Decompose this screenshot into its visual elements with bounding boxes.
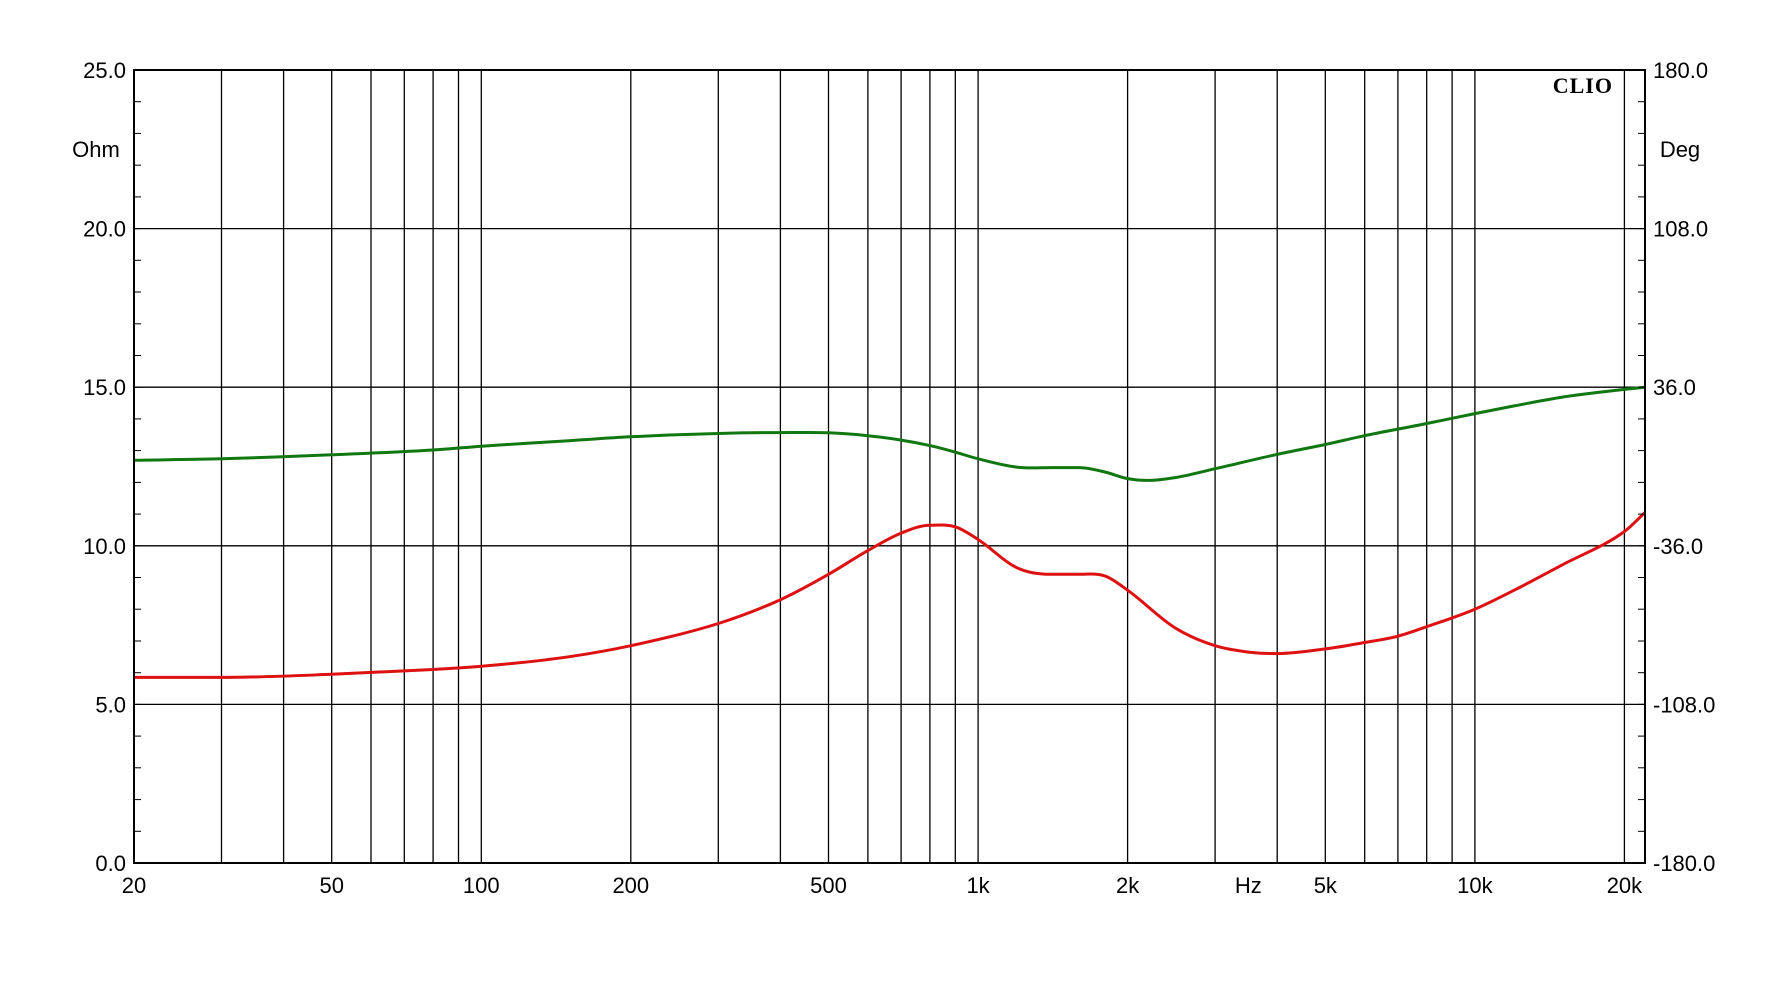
right-tick-label: 36.0	[1653, 375, 1696, 400]
right-tick-label: -36.0	[1653, 534, 1703, 559]
right-tick-label: -108.0	[1653, 692, 1715, 717]
left-tick-label: 25.0	[83, 58, 126, 83]
left-tick-label: 15.0	[83, 375, 126, 400]
plot-border	[133, 69, 1646, 864]
right-unit-label: Deg	[1660, 137, 1700, 162]
axis-labels: Ohm Deg CLIO 0.0 5.0 10.0 15.0 20.0 25.0 -180.…	[72, 58, 1715, 898]
plot-frame	[133, 69, 1646, 864]
brand-logo: CLIO	[1553, 73, 1613, 98]
right-tick-label: -180.0	[1653, 851, 1715, 876]
left-tick-label: 5.0	[95, 692, 126, 717]
x-tick-label: 100	[463, 873, 500, 898]
x-tick-label: 10k	[1457, 873, 1493, 898]
series-layer	[133, 385, 1647, 679]
impedance-curve	[133, 511, 1647, 679]
grid	[134, 70, 1645, 863]
x-tick-label: 20k	[1607, 873, 1643, 898]
right-tick-label: 108.0	[1653, 217, 1708, 242]
left-tick-label: 10.0	[83, 534, 126, 559]
x-tick-label: 200	[612, 873, 649, 898]
left-unit-label: Ohm	[72, 137, 120, 162]
left-tick-label: 20.0	[83, 217, 126, 242]
left-tick-label: 0.0	[95, 851, 126, 876]
x-tick-label: 500	[810, 873, 847, 898]
phase-curve	[133, 385, 1646, 482]
x-tick-label: 50	[319, 873, 343, 898]
x-tick-label: 20	[122, 873, 146, 898]
x-tick-label: 2k	[1116, 873, 1140, 898]
right-tick-label: 180.0	[1653, 58, 1708, 83]
x-tick-label: 5k	[1314, 873, 1338, 898]
x-unit-label: Hz	[1235, 873, 1262, 898]
x-tick-label: 1k	[966, 873, 990, 898]
